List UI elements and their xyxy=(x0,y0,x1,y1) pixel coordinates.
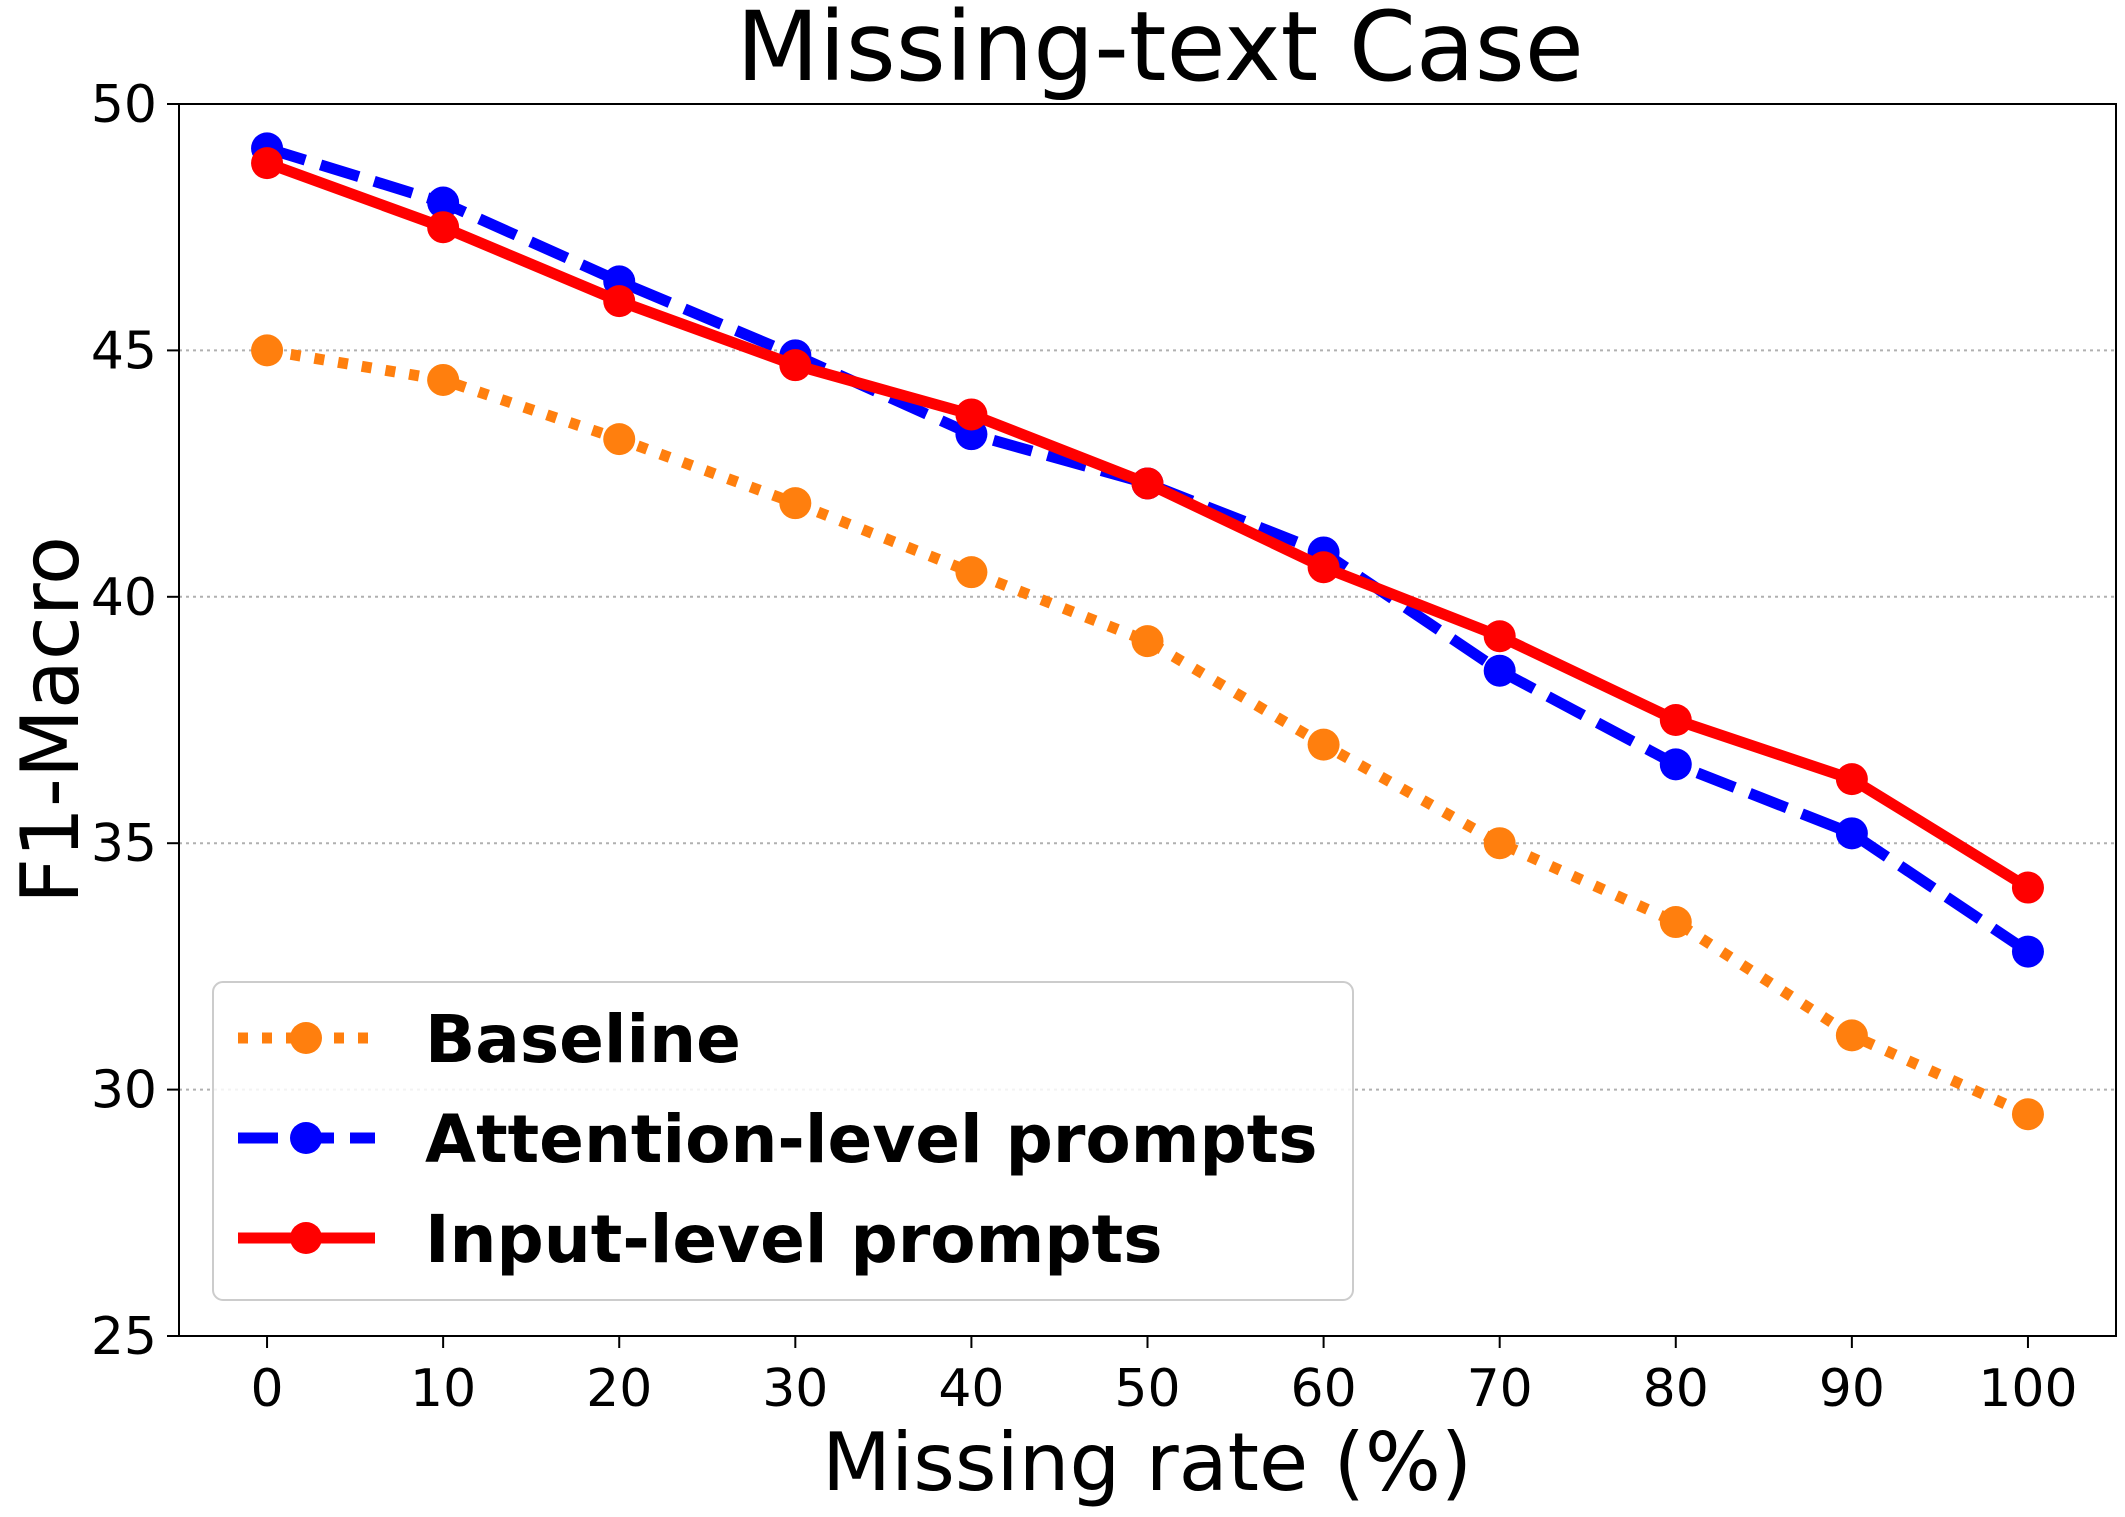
x-tick-label: 70 xyxy=(1467,1359,1533,1419)
y-axis-label: F1-Macro xyxy=(4,536,97,904)
data-point-input-level-prompts xyxy=(1835,763,1868,796)
data-point-baseline xyxy=(955,556,988,589)
y-axis: 25 30 35 40 45 50 xyxy=(91,75,179,1367)
legend-label-attention-level-prompts: Attention-level prompts xyxy=(425,1101,1318,1178)
data-point-input-level-prompts xyxy=(1659,704,1692,736)
y-tick-label: 45 xyxy=(91,321,157,381)
data-point-baseline xyxy=(1659,906,1692,939)
series-layer xyxy=(251,132,2044,1131)
data-point-attention-level-prompts xyxy=(2011,935,2044,968)
data-point-baseline xyxy=(2011,1098,2044,1131)
series-line-attention-level-prompts xyxy=(265,143,2032,957)
data-point-baseline xyxy=(1835,1019,1868,1052)
data-point-input-level-prompts xyxy=(779,349,812,382)
data-point-attention-level-prompts xyxy=(1835,817,1868,850)
legend-box xyxy=(212,981,1354,1301)
x-tick-label: 90 xyxy=(1819,1359,1885,1419)
y-tick-label: 35 xyxy=(91,814,157,874)
data-point-baseline xyxy=(779,487,812,520)
data-point-input-level-prompts xyxy=(1131,467,1164,500)
y-tick-label: 25 xyxy=(91,1307,157,1367)
x-tick-label: 10 xyxy=(410,1359,476,1419)
data-point-baseline xyxy=(251,334,284,367)
x-tick-label: 80 xyxy=(1643,1359,1709,1419)
data-point-baseline xyxy=(1131,625,1164,658)
x-tick-label: 100 xyxy=(1978,1359,2077,1419)
data-point-input-level-prompts xyxy=(2011,871,2044,904)
data-point-input-level-prompts xyxy=(427,211,460,244)
y-tick-label: 40 xyxy=(91,568,157,628)
x-axis: 0 10 20 30 40 50 60 70 80 90 100 xyxy=(250,1336,2078,1419)
legend-marker-input-level-prompts xyxy=(290,1222,322,1254)
legend-marker-baseline xyxy=(290,1022,322,1054)
data-point-input-level-prompts xyxy=(1307,551,1340,584)
x-tick-label: 30 xyxy=(762,1359,828,1419)
x-tick-label: 60 xyxy=(1291,1359,1357,1419)
data-point-baseline xyxy=(603,423,636,456)
legend-marker-attention-level-prompts xyxy=(290,1122,322,1154)
legend: Baseline Attention-level prompts Input-lev… xyxy=(212,981,1354,1301)
data-point-baseline xyxy=(1307,728,1340,761)
data-point-input-level-prompts xyxy=(251,147,284,180)
data-point-attention-level-prompts xyxy=(427,186,460,219)
data-point-input-level-prompts xyxy=(955,398,988,431)
data-point-input-level-prompts xyxy=(1483,620,1516,653)
series-baseline xyxy=(251,334,2044,1131)
x-tick-label: 40 xyxy=(938,1359,1004,1419)
x-tick-label: 50 xyxy=(1114,1359,1180,1419)
legend-label-input-level-prompts: Input-level prompts xyxy=(425,1201,1162,1278)
x-tick-label: 20 xyxy=(586,1359,652,1419)
data-point-input-level-prompts xyxy=(603,285,636,318)
data-point-baseline xyxy=(427,363,460,396)
chart-title: Missing-text Case xyxy=(736,0,1584,103)
x-axis-label: Missing rate (%) xyxy=(822,1416,1472,1509)
series-input-level-prompts xyxy=(251,147,2044,904)
data-point-attention-level-prompts xyxy=(1659,748,1692,781)
y-tick-label: 30 xyxy=(91,1061,157,1121)
x-tick-label: 0 xyxy=(250,1359,283,1419)
data-point-baseline xyxy=(1483,827,1516,860)
data-point-attention-level-prompts xyxy=(1483,654,1516,687)
legend-label-baseline: Baseline xyxy=(425,1001,741,1078)
y-tick-label: 50 xyxy=(91,75,157,135)
